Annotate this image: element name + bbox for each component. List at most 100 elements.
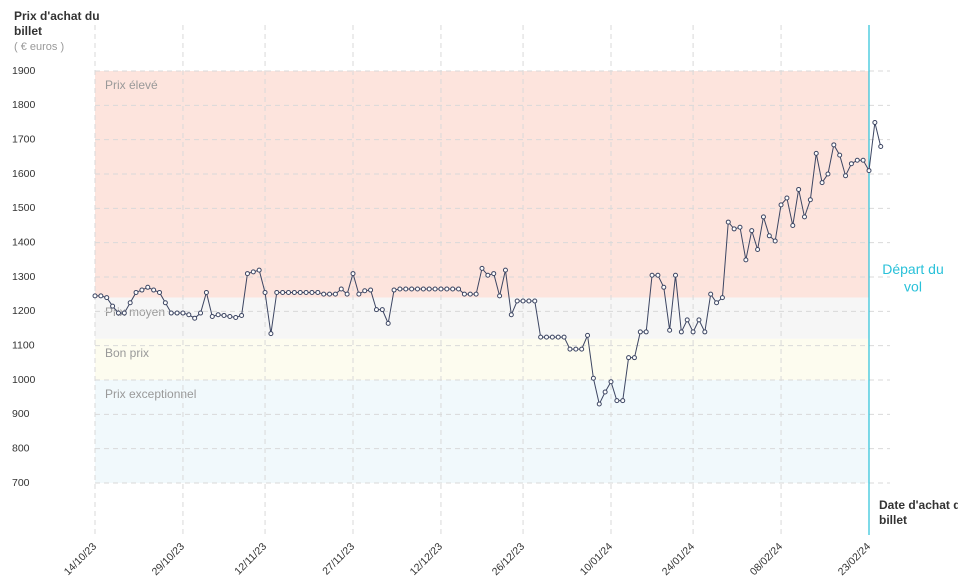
price-point (286, 289, 291, 295)
price-point (596, 401, 602, 407)
x-tick-label: 26/12/23 (490, 540, 527, 577)
x-tick-label: 27/11/23 (320, 540, 357, 577)
price-point (872, 120, 878, 125)
price-point (104, 295, 110, 301)
price-point (461, 291, 467, 297)
price-point (338, 286, 344, 292)
price-point (397, 286, 403, 292)
price-point (215, 312, 221, 318)
x-tick-label: 24/01/24 (660, 540, 697, 577)
price-point (649, 272, 655, 278)
price-point (203, 289, 209, 295)
price-point (555, 334, 561, 340)
band-label: Prix élevé (105, 78, 158, 92)
price-point (620, 398, 626, 404)
price-point (444, 286, 450, 292)
y-tick-label: 1100 (12, 339, 35, 351)
price-point (819, 180, 825, 186)
price-point (362, 288, 368, 294)
price-point (403, 286, 409, 292)
x-tick-label: 10/01/24 (578, 540, 615, 577)
price-point (233, 315, 239, 321)
price-point (696, 317, 702, 323)
price-point (602, 389, 608, 395)
price-point (678, 329, 684, 335)
price-point (456, 286, 462, 292)
price-point (274, 289, 280, 295)
price-point (514, 298, 520, 304)
price-point (743, 257, 749, 263)
price-point (291, 289, 297, 295)
price-point (368, 287, 374, 293)
price-point (151, 287, 157, 293)
price-point (239, 312, 245, 318)
price-point (244, 271, 250, 277)
price-point (133, 289, 139, 295)
y-tick-label: 1200 (12, 305, 36, 317)
price-point (198, 310, 204, 316)
price-point (608, 379, 614, 385)
price-point (866, 168, 872, 174)
price-point (731, 226, 737, 232)
price-point (737, 224, 743, 230)
y-tick-label: 1000 (12, 374, 36, 386)
x-tick-label: 08/02/24 (748, 540, 785, 577)
price-point (309, 289, 315, 295)
price-point (227, 313, 233, 319)
y-axis-unit: ( € euros ) (14, 41, 64, 53)
x-tick-label: 29/10/23 (150, 540, 187, 577)
price-point (162, 300, 168, 306)
price-point (626, 355, 632, 361)
price-point (549, 334, 555, 340)
price-point (766, 233, 772, 239)
price-point (690, 329, 696, 335)
y-tick-label: 1400 (12, 236, 36, 248)
price-point (837, 152, 843, 158)
y-tick-label: 700 (12, 477, 30, 489)
x-tick-label: 12/12/23 (408, 540, 445, 577)
price-point (661, 284, 667, 290)
price-point (848, 161, 854, 167)
price-point (209, 313, 215, 319)
price-point (854, 157, 860, 163)
price-point (614, 398, 620, 404)
price-point (157, 289, 162, 295)
price-point (256, 267, 262, 273)
price-point (221, 312, 227, 318)
price-point (432, 286, 438, 292)
price-point (532, 298, 538, 304)
price-point (702, 329, 708, 335)
price-point (590, 375, 596, 381)
price-point (778, 202, 784, 208)
y-tick-label: 1300 (12, 271, 36, 283)
price-point (749, 228, 755, 234)
price-point (139, 287, 145, 293)
price-point (280, 289, 286, 295)
price-point (878, 144, 884, 150)
y-tick-label: 800 (12, 442, 30, 454)
price-point (479, 265, 485, 271)
price-point (409, 286, 415, 292)
price-point (98, 293, 104, 299)
price-band (95, 297, 869, 339)
price-point (561, 334, 567, 340)
price-point (538, 334, 544, 340)
price-point (485, 272, 491, 278)
band-label: Prix exceptionnel (105, 387, 196, 401)
price-point (145, 284, 151, 290)
price-band (95, 338, 869, 380)
price-point (567, 346, 573, 352)
price-point (262, 289, 268, 295)
price-point (315, 289, 321, 295)
x-tick-label: 14/10/23 (62, 540, 99, 577)
price-point (637, 329, 643, 335)
price-point (379, 307, 385, 313)
price-point (180, 310, 186, 316)
price-point (438, 286, 444, 292)
price-point (719, 295, 725, 301)
price-point (526, 298, 532, 304)
price-point (831, 142, 837, 148)
price-point (168, 310, 174, 316)
